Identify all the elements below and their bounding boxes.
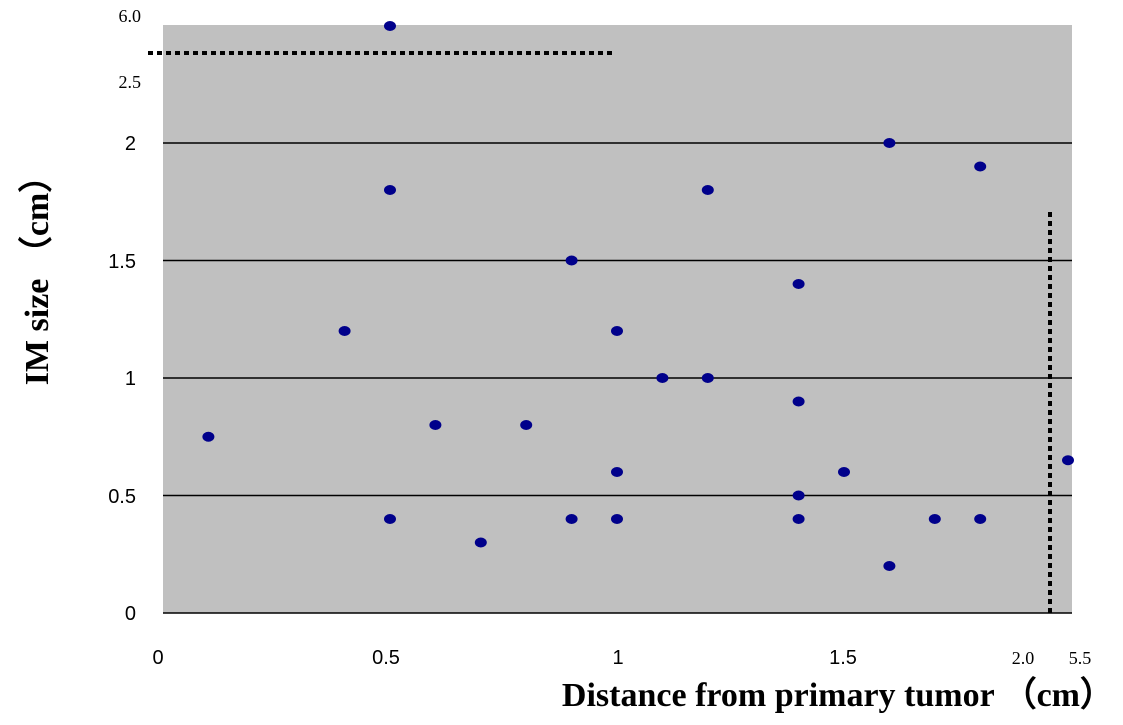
- data-point: [520, 420, 533, 430]
- x-tick-label: 0: [152, 647, 163, 669]
- data-points: [202, 21, 1074, 571]
- data-point: [474, 537, 487, 548]
- data-point: [338, 326, 351, 336]
- data-point: [611, 514, 623, 524]
- x-tick-label: 0.5: [372, 647, 400, 669]
- x-axis-title: Distance from primary tumor （cm）: [562, 675, 1114, 714]
- data-point: [792, 396, 805, 407]
- data-point: [838, 467, 850, 477]
- y-tick-label: 2.5: [119, 72, 142, 92]
- data-point: [429, 420, 442, 430]
- data-point: [611, 326, 623, 336]
- y-tick-label: 1: [125, 368, 136, 390]
- x-tick-label: 1: [612, 647, 623, 669]
- data-point: [656, 373, 669, 383]
- data-point: [384, 185, 396, 195]
- data-point: [701, 185, 714, 195]
- x-tick-label: 5.5: [1069, 648, 1092, 668]
- gridlines: [163, 142, 1072, 614]
- data-point: [565, 255, 578, 266]
- data-point: [883, 138, 896, 148]
- y-tick-label: 1.5: [108, 251, 136, 273]
- y-tick-label: 2: [125, 133, 136, 155]
- y-tick-labels: 0 0.5 1 1.5 2 2.5 6.0: [108, 6, 141, 625]
- data-point: [883, 561, 896, 571]
- data-point: [974, 161, 987, 172]
- data-point: [1062, 455, 1074, 466]
- y-tick-label: 6.0: [119, 6, 142, 26]
- axis-break-markers: [148, 51, 1052, 617]
- y-tick-label: 0.5: [108, 486, 136, 508]
- y-axis-title: IM size （cm）: [17, 159, 56, 386]
- data-point: [928, 514, 941, 524]
- x-tick-label: 2.0: [1012, 648, 1035, 668]
- data-point: [384, 21, 396, 31]
- y-tick-label: 0: [125, 603, 136, 625]
- data-point: [611, 467, 623, 477]
- data-point: [792, 490, 805, 501]
- data-point: [792, 279, 805, 289]
- x-tick-labels: 0 0.5 1 1.5 2.0 5.5: [152, 647, 1091, 669]
- data-point: [701, 373, 714, 383]
- data-point: [974, 514, 987, 524]
- data-point: [792, 514, 805, 524]
- data-point: [565, 514, 578, 524]
- plot-area: [163, 25, 1072, 613]
- data-point: [384, 514, 396, 524]
- x-tick-label: 1.5: [829, 647, 857, 669]
- data-point: [202, 431, 215, 442]
